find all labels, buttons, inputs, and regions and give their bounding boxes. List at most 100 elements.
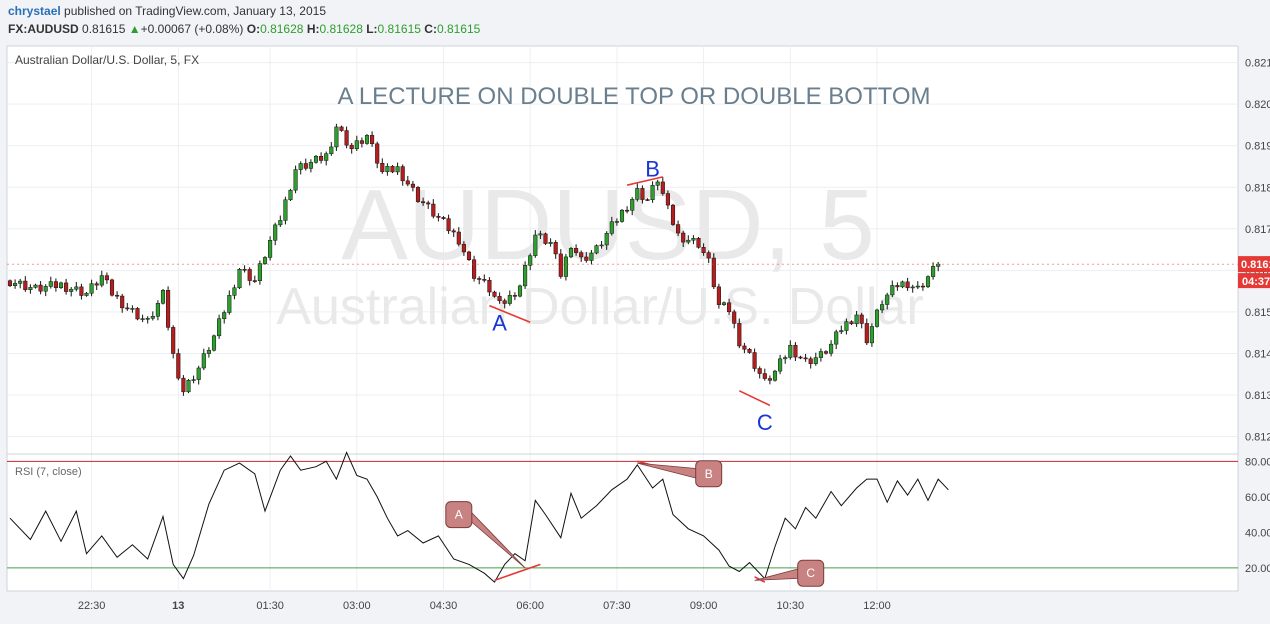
candle-body [257, 263, 262, 281]
price-tick-label: 0.81500 [1245, 307, 1270, 319]
candle-body [232, 287, 237, 296]
candle-body [885, 294, 890, 305]
price-annotations: A B C [7, 157, 1238, 435]
candle-body [574, 248, 579, 253]
candle-body [507, 295, 512, 304]
rsi-line [9, 451, 949, 583]
rsi-tick-label: 80.0000 [1245, 456, 1270, 468]
candle-body [563, 256, 568, 277]
candle-body [487, 279, 492, 293]
trend-line [489, 304, 531, 324]
time-tick-label: 01:30 [256, 600, 284, 612]
candle-body [813, 357, 818, 364]
up-arrow-icon: ▲ [128, 22, 141, 36]
candle-body [74, 286, 79, 290]
candle-body [23, 280, 28, 290]
last-price-tag [1238, 256, 1270, 273]
candle-body [283, 199, 288, 221]
candle-body [211, 335, 217, 351]
author-link[interactable]: chrystael [8, 4, 61, 18]
candle-body [737, 323, 742, 347]
time-tick-label: 12:00 [863, 600, 891, 612]
candle-body [160, 290, 166, 304]
time-tick-label: 10:30 [777, 600, 805, 612]
candle-body [237, 269, 242, 289]
candle-body [660, 181, 665, 194]
candle-body [890, 285, 895, 296]
candle-body [262, 257, 268, 264]
candle-body [171, 327, 176, 354]
candle-body [349, 144, 354, 150]
price-tick-label: 0.81900 [1245, 141, 1270, 153]
time-axis[interactable]: 22:30 13 01:30 03:00 04:30 06:00 07:30 09:00 10:… [78, 600, 891, 612]
trend-line [738, 390, 771, 407]
candle-body [691, 238, 696, 241]
candle-body [553, 242, 558, 255]
candle-body [711, 257, 716, 288]
candle-body [227, 295, 232, 313]
candle-body [451, 230, 456, 233]
candle-body [472, 259, 477, 279]
candle-body [655, 181, 660, 186]
high-label: H: [306, 22, 320, 36]
point-label-a: A [492, 310, 507, 335]
candle-body [436, 215, 441, 218]
candle-body [466, 251, 472, 260]
candle-body [415, 187, 421, 202]
candle-body [339, 126, 344, 131]
candle-body [482, 279, 487, 281]
candle-body [155, 303, 160, 317]
rsi-legend: RSI (7, close) [15, 466, 82, 478]
candle-body [456, 231, 461, 245]
candle-body [721, 302, 727, 305]
candle-body [762, 373, 767, 379]
candle-body [568, 248, 574, 258]
time-tick-label: 13 [172, 600, 184, 612]
symbol[interactable]: FX:AUDUSD [8, 22, 79, 36]
callout-box [445, 501, 473, 529]
open-label: O: [246, 22, 261, 36]
price-tick-label: 0.81800 [1245, 182, 1270, 194]
candle-body [308, 162, 313, 169]
time-tick-label: 22:30 [78, 600, 106, 612]
candle-body [854, 314, 859, 325]
candle-body [334, 126, 339, 148]
candle-body [502, 300, 507, 304]
watermark-symbol: AUDUSD, 5 [341, 169, 874, 281]
candle-body [176, 353, 181, 379]
candle-body [625, 209, 630, 212]
publish-text: published on TradingView.com, January 13… [64, 4, 327, 18]
candle-body [288, 189, 293, 201]
candles [7, 123, 941, 396]
candle-body [747, 348, 752, 353]
candle-body [222, 312, 227, 319]
candle-body [538, 233, 543, 236]
candle-body [640, 188, 645, 200]
callout-label-c: C [806, 566, 815, 580]
time-tick-label: 04:30 [430, 600, 458, 612]
price-tick-label: 0.81300 [1245, 390, 1270, 402]
price-axis[interactable]: 0.82100 0.82000 0.81900 0.81800 0.81700 0.816… [1238, 58, 1270, 575]
candle-body [84, 292, 89, 296]
candle-body [181, 377, 186, 393]
candle-body [834, 331, 839, 345]
candle-body [808, 358, 813, 364]
candle-body [18, 280, 23, 284]
candle-body [783, 357, 788, 360]
candle-body [839, 330, 844, 333]
low-label: L: [366, 22, 378, 36]
candle-body [604, 233, 609, 246]
candle-body [752, 352, 757, 369]
candle-body [497, 296, 502, 301]
plot-background [6, 45, 1239, 592]
candle-body [375, 143, 380, 164]
candle-body [324, 153, 329, 161]
candle-body [864, 323, 869, 344]
candle-body [364, 135, 370, 144]
candle-body [278, 220, 283, 226]
rsi-pane: A B C [7, 451, 1238, 587]
callout-label-a: A [455, 508, 463, 522]
candle-body [931, 266, 936, 277]
candle-body [441, 217, 446, 219]
